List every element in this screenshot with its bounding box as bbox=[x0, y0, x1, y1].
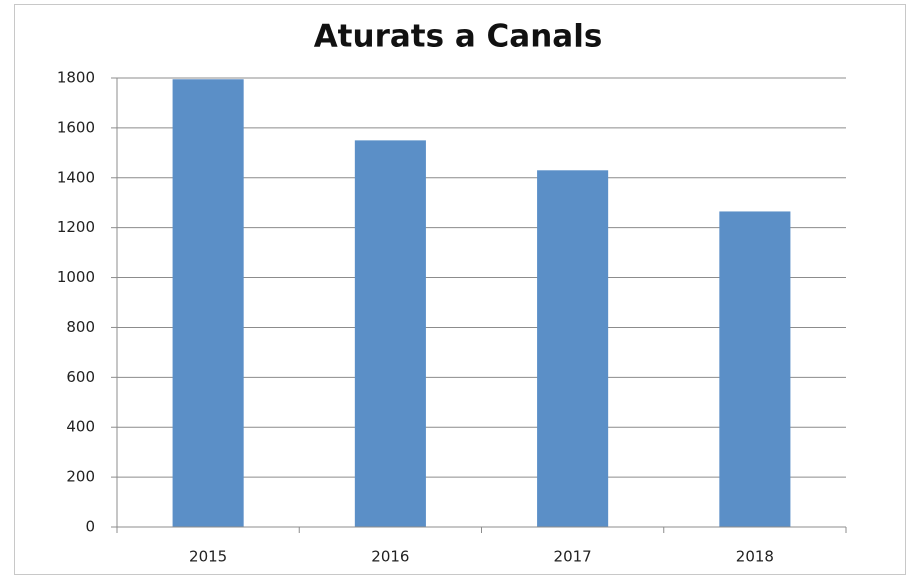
x-tick-label: 2017 bbox=[554, 548, 592, 566]
y-tick-label: 0 bbox=[85, 518, 95, 536]
y-tick-label: 1800 bbox=[57, 69, 95, 87]
x-tick-label: 2016 bbox=[371, 548, 409, 566]
y-tick-label: 1400 bbox=[57, 168, 95, 186]
x-tick-label: 2015 bbox=[189, 548, 227, 566]
chart-title: Aturats a Canals bbox=[314, 19, 603, 55]
bar bbox=[354, 140, 426, 527]
y-tick-label: 1200 bbox=[57, 218, 95, 236]
y-tick-label: 200 bbox=[66, 468, 95, 486]
y-tick-label: 600 bbox=[66, 368, 95, 386]
y-tick-label: 800 bbox=[66, 318, 95, 336]
y-tick-label: 1600 bbox=[57, 118, 95, 136]
bar bbox=[719, 211, 791, 528]
bar bbox=[537, 170, 609, 528]
x-tick-label: 2018 bbox=[736, 548, 774, 566]
y-tick-label: 400 bbox=[66, 418, 95, 436]
bar bbox=[172, 79, 244, 527]
y-tick-label: 1000 bbox=[57, 268, 95, 286]
